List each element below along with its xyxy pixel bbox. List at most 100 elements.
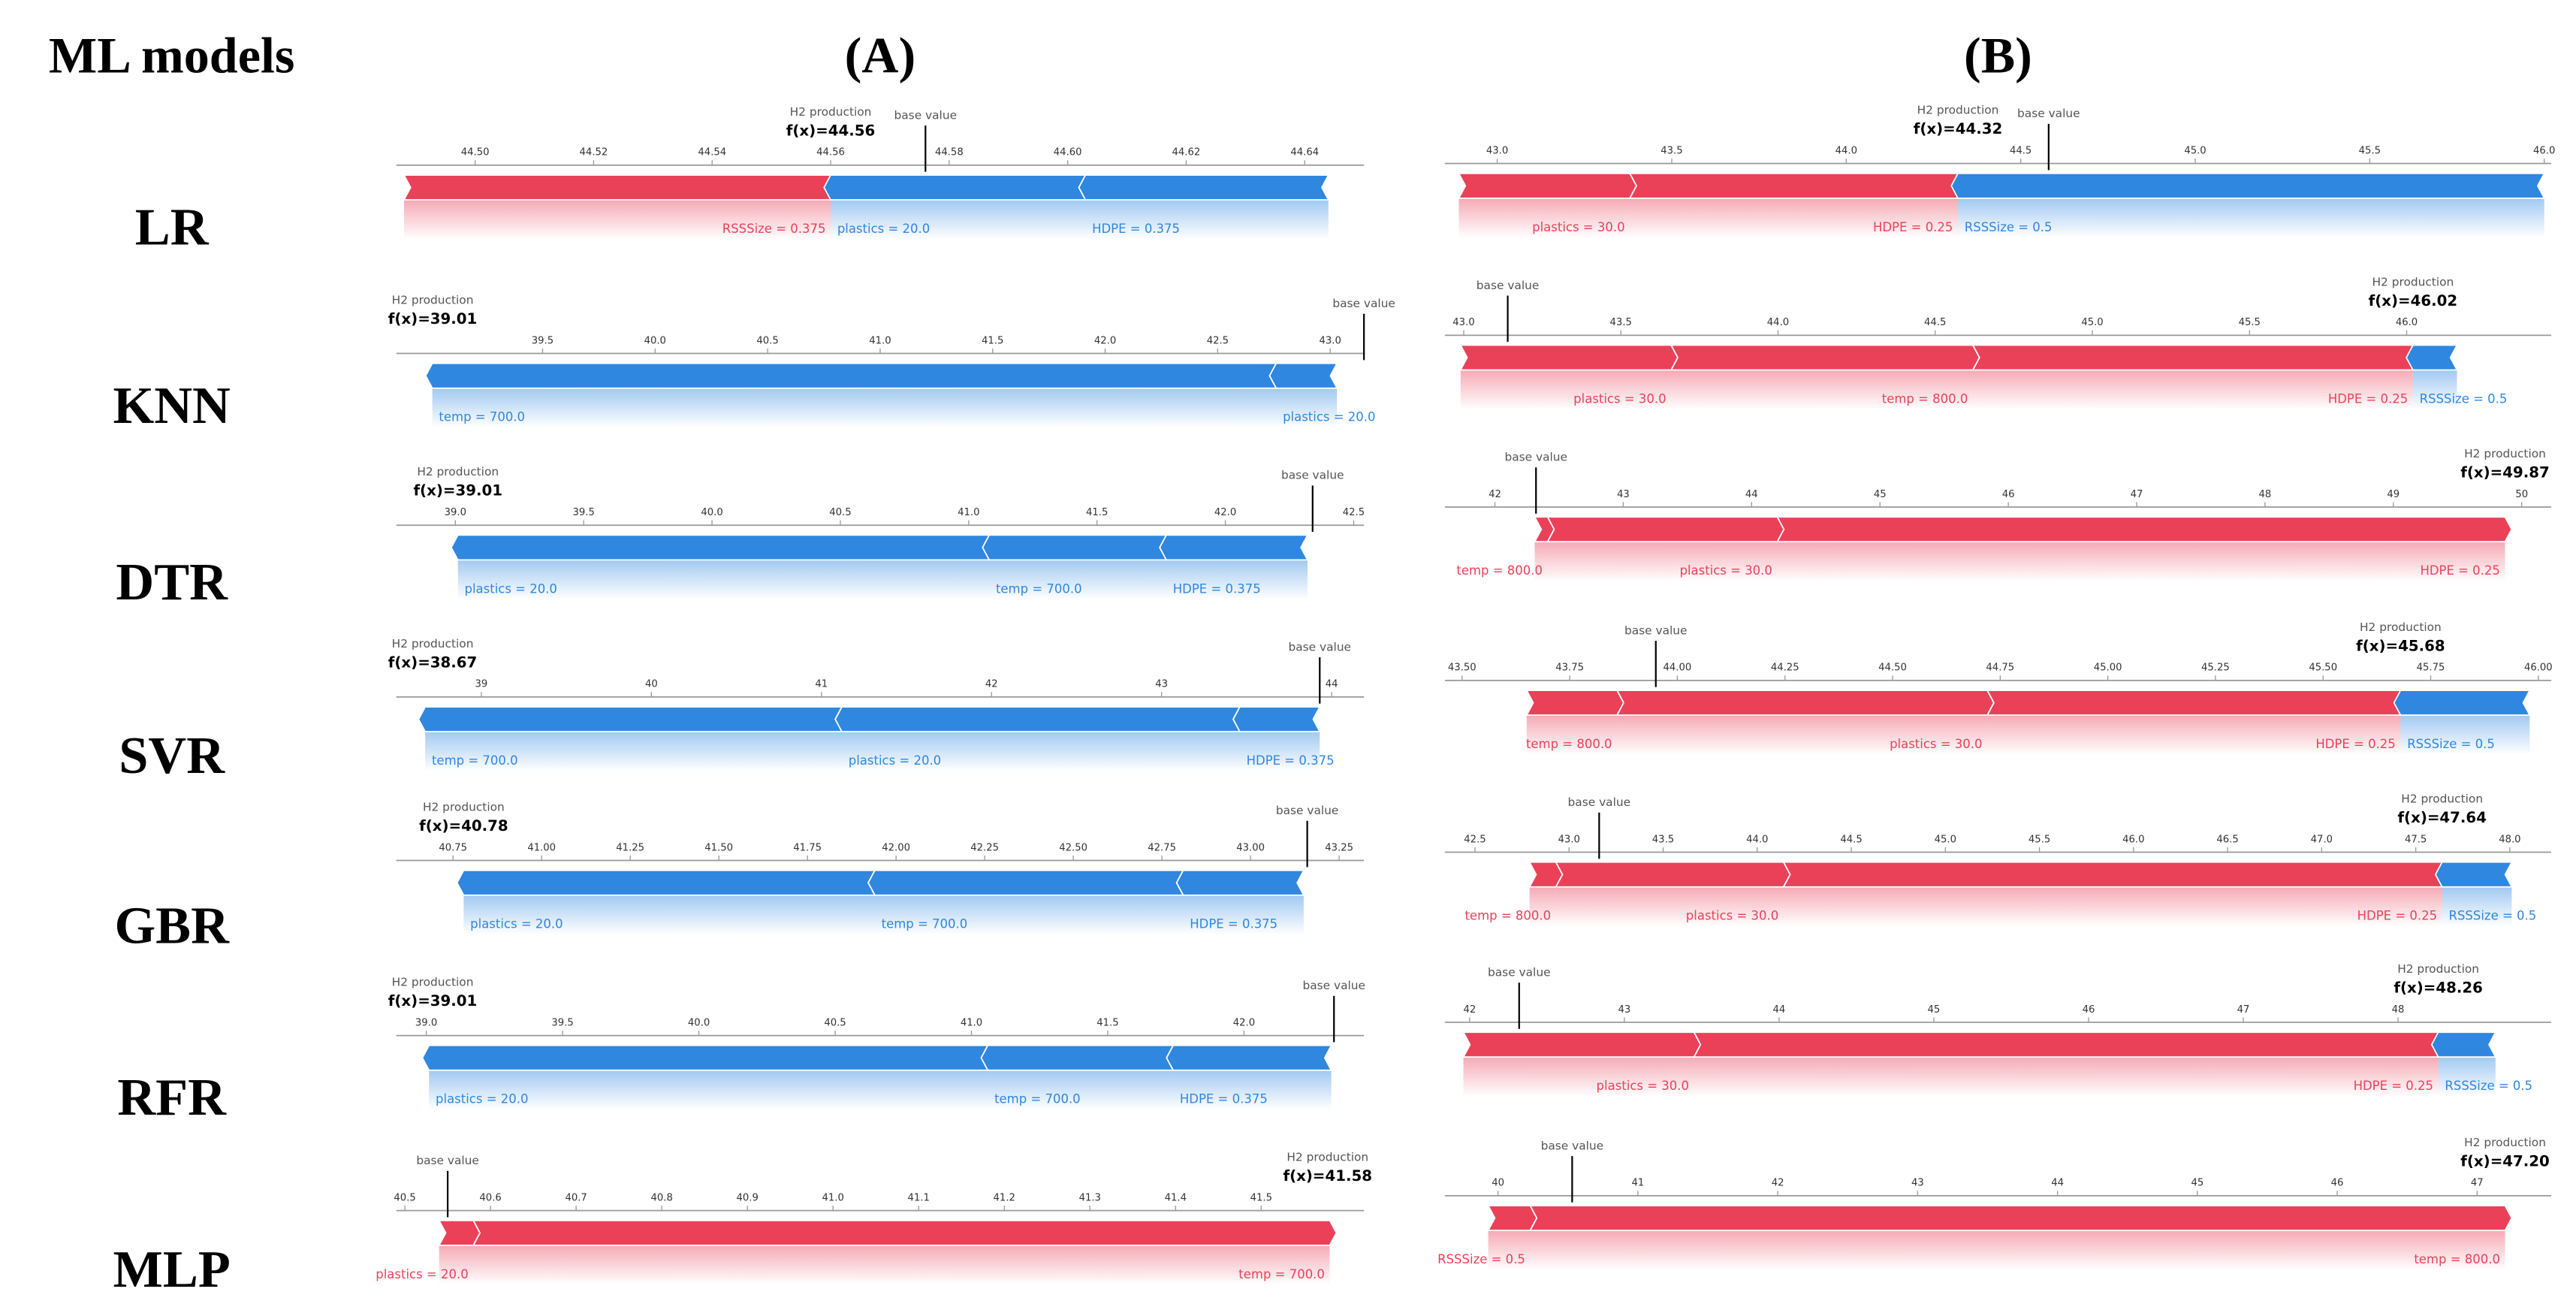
- feature-segment: [1615, 690, 1995, 716]
- tick-label: 42.5: [1207, 335, 1229, 346]
- base-value-label: base value: [1568, 795, 1631, 809]
- feature-shade: [2400, 715, 2530, 755]
- tick-label: 47: [2471, 1178, 2484, 1189]
- feature-shade: [1458, 198, 1630, 238]
- fx-value: 45.68: [2398, 637, 2445, 654]
- output-name: H2 production: [2401, 792, 2483, 806]
- fx-value: 44.32: [1956, 120, 2003, 137]
- tick-label: 40: [1492, 1178, 1504, 1189]
- tick-label: 42.0: [1233, 1017, 1255, 1028]
- feature-segment: [1986, 690, 2409, 716]
- tick-label: 49: [2387, 489, 2400, 500]
- feature-segment: [1782, 861, 2450, 888]
- tick-label: 44.25: [1771, 663, 1799, 674]
- row-label: DTR: [116, 553, 228, 611]
- tick-label: 46.0: [2122, 834, 2144, 845]
- tick-label: 47.5: [2405, 834, 2427, 845]
- feature-shade: [874, 895, 1184, 935]
- feature-shade: [1617, 715, 1988, 755]
- feature-label: HDPE = 0.25: [2328, 391, 2408, 406]
- tick-label: 41.00: [527, 842, 556, 853]
- feature-label: HDPE = 0.25: [2354, 1079, 2433, 1093]
- tick-label: 45: [1874, 489, 1887, 500]
- tick-label: 41: [1631, 1178, 1644, 1189]
- tick-label: 43.50: [1448, 663, 1477, 674]
- feature-shade: [1526, 715, 1618, 755]
- fx-text: f(x)=47.64: [2397, 809, 2487, 826]
- base-value-label: base value: [1624, 623, 1688, 637]
- feature-segment: [1462, 1031, 1702, 1058]
- feature-label: temp = 800.0: [1464, 909, 1551, 923]
- tick-label: 45.0: [2184, 145, 2206, 156]
- feature-segment: [456, 869, 876, 896]
- fx-value: 46.02: [2411, 292, 2458, 309]
- tick-label: 43: [1617, 489, 1630, 500]
- tick-label: 43.0: [1452, 317, 1474, 328]
- feature-shade: [1276, 388, 1338, 428]
- fx-value: 44.56: [828, 122, 876, 139]
- base-value-label: base value: [894, 108, 958, 122]
- feature-segment: [1529, 1205, 2513, 1231]
- fx-text: f(x)=39.01: [388, 310, 478, 327]
- tick-label: 39.5: [532, 335, 554, 346]
- fx-value: 41.58: [1325, 1167, 1372, 1185]
- feature-label: temp = 700.0: [439, 410, 525, 424]
- feature-segment: [1458, 172, 1637, 199]
- tick-label: 41.5: [982, 335, 1003, 346]
- fx-value: 49.87: [2502, 463, 2550, 481]
- fx-text: f(x)=49.87: [2460, 463, 2550, 481]
- feature-label: RSSSize = 0.375: [722, 222, 826, 236]
- tick-label: 44: [1773, 1004, 1786, 1016]
- output-name: H2 production: [790, 105, 872, 119]
- tick-label: 44.00: [1664, 663, 1692, 674]
- tick-label: 41.3: [1079, 1192, 1101, 1203]
- base-value-label: base value: [1504, 450, 1567, 463]
- tick-label: 42.5: [1464, 834, 1486, 845]
- tick-label: 43.5: [1610, 317, 1632, 328]
- tick-label: 46.0: [2533, 145, 2555, 156]
- feature-label: temp = 700.0: [882, 917, 968, 931]
- feature-shade: [439, 1245, 474, 1285]
- feature-shade: [429, 1070, 988, 1110]
- feature-segment: [1525, 690, 1624, 716]
- feature-shade: [841, 732, 1240, 771]
- tick-label: 41.5: [1096, 1017, 1118, 1028]
- feature-segment: [472, 1219, 1338, 1246]
- fx-prefix: f(x)=: [388, 310, 430, 327]
- feature-label: temp = 700.0: [994, 1092, 1081, 1106]
- tick-label: 50: [2515, 489, 2528, 500]
- tick-label: 41.25: [616, 842, 644, 853]
- feature-shade: [1530, 1230, 2505, 1270]
- fx-text: f(x)=44.32: [1914, 120, 2003, 137]
- feature-shade: [473, 1245, 1330, 1285]
- feature-segment: [1487, 1205, 1538, 1231]
- feature-segment: [1459, 344, 1679, 371]
- feature-shade: [425, 732, 842, 771]
- feature-shade: [403, 200, 831, 240]
- feature-label: HDPE = 0.375: [1092, 222, 1180, 236]
- tick-label: 42.0: [1214, 507, 1236, 518]
- tick-label: 44.60: [1054, 147, 1082, 158]
- feature-shade: [1085, 200, 1329, 240]
- fx-prefix: f(x)=: [2356, 637, 2398, 654]
- tick-label: 46: [2083, 1004, 2095, 1016]
- feature-label: plastics = 20.0: [849, 753, 941, 768]
- fx-text: f(x)=44.56: [786, 122, 876, 139]
- row-label: KNN: [113, 376, 231, 435]
- feature-label: HDPE = 0.375: [1247, 753, 1335, 768]
- base-value-label: base value: [416, 1154, 479, 1167]
- tick-label: 45: [1928, 1004, 1941, 1016]
- output-name: H2 production: [1286, 1151, 1368, 1164]
- tick-label: 45.25: [2201, 663, 2230, 674]
- feature-label: plastics = 30.0: [1532, 220, 1624, 234]
- feature-segment: [1078, 174, 1330, 201]
- tick-label: 39.5: [551, 1017, 573, 1028]
- tick-label: 44.0: [1746, 834, 1768, 845]
- fx-prefix: f(x)=: [413, 482, 455, 500]
- base-value-label: base value: [1488, 965, 1551, 979]
- tick-label: 43: [1155, 679, 1168, 690]
- tick-label: 42.50: [1059, 842, 1087, 853]
- tick-label: 40: [645, 679, 658, 690]
- tick-label: 41.1: [908, 1192, 930, 1203]
- tick-label: 43.5: [1661, 145, 1682, 156]
